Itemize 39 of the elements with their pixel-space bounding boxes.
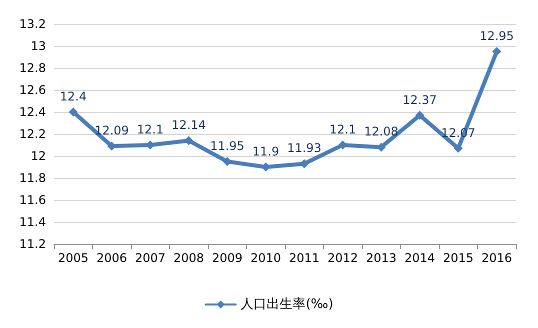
y-tick-label: 12.6 [19,83,46,97]
data-label: 11.9 [252,144,280,158]
x-tick-label: 2007 [134,251,166,265]
x-tick-label: 2010 [250,251,282,265]
data-label: 11.95 [210,139,244,153]
point [415,110,424,120]
data-label: 12.1 [136,122,164,136]
point [454,144,463,153]
x-tick-label: 2014 [404,251,436,265]
y-tick-label: 11.6 [19,193,46,207]
data-label: 12.4 [60,90,87,104]
y-tick-label: 12.2 [19,127,46,141]
data-label: 12.1 [329,122,356,136]
data-label: 12.37 [402,92,437,107]
x-tick-label: 2015 [442,251,474,265]
x-tick-label: 2013 [366,251,397,265]
x-tick-label: 2016 [481,251,512,265]
data-label: 12.08 [364,124,398,139]
y-tick-label: 12.4 [19,105,46,119]
x-tick-label: 2006 [96,251,128,265]
point [492,47,502,56]
x-tick-label: 2011 [288,251,320,265]
x-tick-label: 2009 [212,251,243,265]
y-tick-label: 12.8 [19,61,46,75]
y-tick-label: 11.2 [19,237,46,251]
y-tick-label: 12 [30,149,46,163]
data-label: 11.93 [287,141,322,156]
x-tick-label: 2008 [173,251,204,265]
legend-label: 人口出生率(‰) [240,296,334,312]
y-tick-label: 13.2 [19,17,46,31]
point [68,108,78,116]
x-tick-label: 2012 [327,251,358,265]
data-label: 12.95 [480,29,514,43]
data-label: 12.14 [172,118,206,132]
y-tick-label: 11.8 [19,171,46,185]
x-tick-label: 2005 [58,251,89,265]
y-tick-label: 13 [30,39,46,53]
y-tick-label: 11.4 [19,215,46,229]
data-label: 12.09 [94,124,129,138]
